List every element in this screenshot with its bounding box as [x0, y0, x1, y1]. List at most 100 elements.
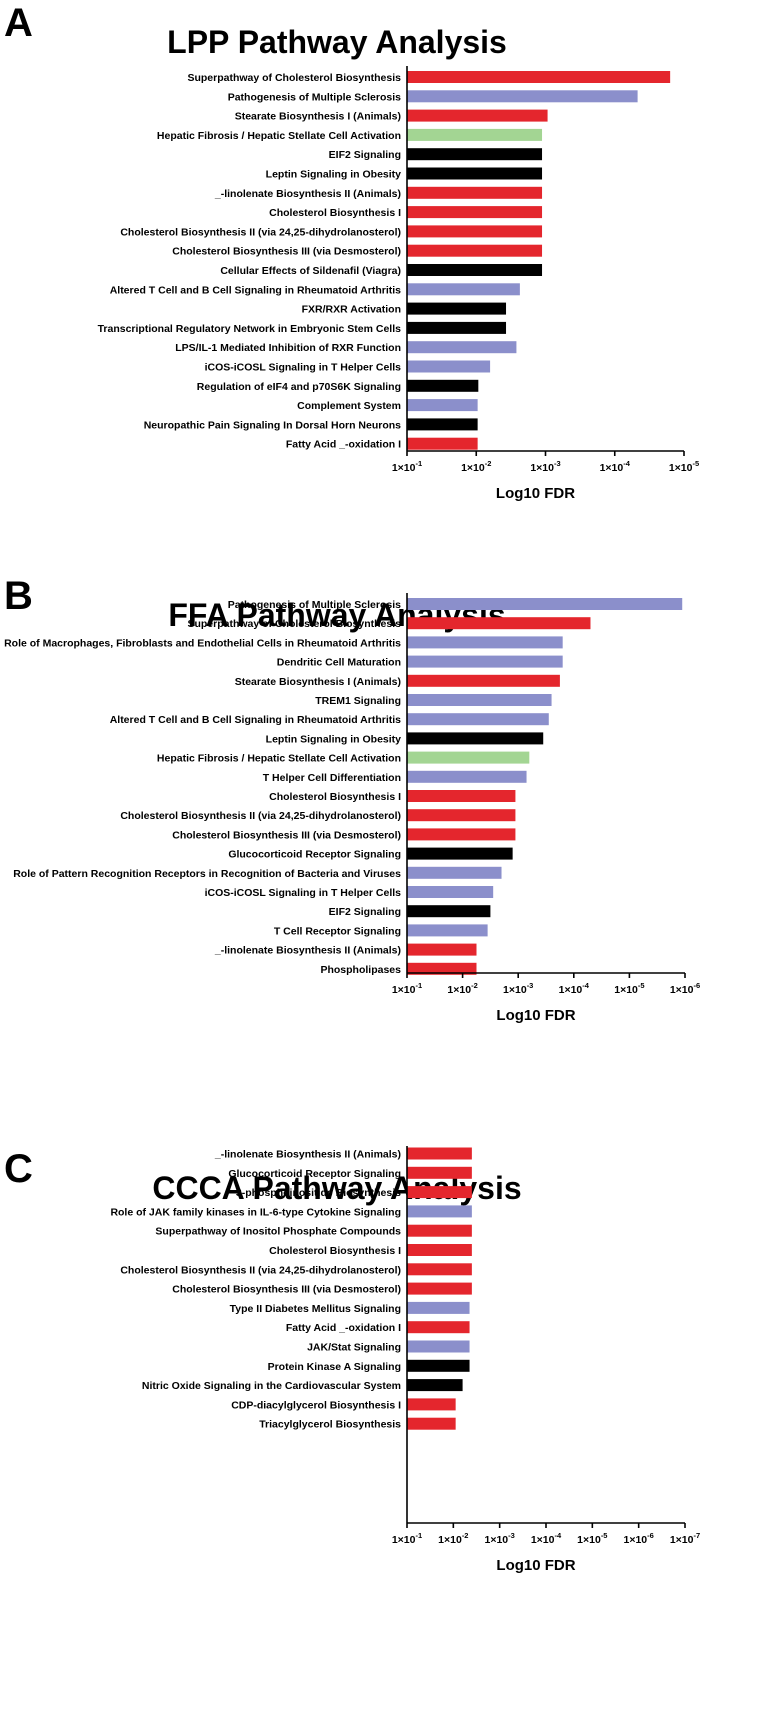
category-label: T Helper Cell Differentiation — [263, 772, 401, 784]
bar — [407, 90, 638, 103]
bar — [407, 148, 543, 161]
panel-letter: B — [4, 574, 33, 618]
panel-a: A LPP Pathway Analysis Superpathway of C… — [0, 0, 757, 573]
category-label: Glucocorticoid Receptor Signaling — [228, 849, 401, 861]
category-label: Neuropathic Pain Signaling In Dorsal Hor… — [144, 419, 401, 431]
x-tick-label: 1×10-2 — [438, 1531, 468, 1546]
bar — [407, 732, 544, 745]
category-label: Phospholipases — [320, 964, 401, 976]
bar — [407, 694, 552, 706]
bar — [407, 713, 549, 726]
category-label: Role of JAK family kinases in IL-6-type … — [110, 1206, 401, 1218]
bar — [407, 598, 683, 610]
bar — [407, 1321, 470, 1334]
x-tick-label: 1×10-6 — [670, 981, 700, 996]
x-tick-label: 1×10-5 — [577, 1531, 607, 1546]
x-tick-label: 1×10-5 — [669, 459, 699, 474]
category-label: Cholesterol Biosynthesis II (via 24,25-d… — [120, 1264, 401, 1276]
bar — [407, 1205, 472, 1218]
bar — [407, 302, 507, 315]
category-label: Cholesterol Biosynthesis II (via 24,25-d… — [120, 810, 401, 822]
category-label: Cholesterol Biosynthesis III (via Desmos… — [172, 829, 401, 841]
bar — [407, 225, 543, 238]
bar — [407, 1244, 472, 1256]
category-label: Cholesterol Biosynthesis III (via Desmos… — [172, 1284, 401, 1296]
bar — [407, 962, 477, 975]
bar — [407, 1147, 472, 1160]
x-tick-label: 1×10-5 — [614, 981, 644, 996]
bar — [407, 943, 477, 956]
bar — [407, 109, 548, 122]
bar — [407, 264, 543, 276]
category-label: Pathogenesis of Multiple Sclerosis — [228, 599, 401, 611]
x-tick-label: 1×10-3 — [485, 1531, 515, 1546]
bar — [407, 617, 591, 630]
category-label: Stearate Biosynthesis I (Animals) — [235, 676, 401, 688]
category-label: Superpathway of Cholesterol Biosynthesis — [187, 618, 401, 630]
category-label: LPS/IL-1 Mediated Inhibition of RXR Func… — [175, 342, 401, 354]
bar — [407, 674, 560, 687]
x-tick-label: 1×10-4 — [600, 459, 631, 474]
bar — [407, 1263, 472, 1276]
category-label: Altered T Cell and B Cell Signaling in R… — [110, 284, 401, 296]
bar — [407, 1224, 472, 1237]
bar — [407, 1282, 472, 1295]
category-label: Regulation of eIF4 and p70S6K Signaling — [197, 381, 401, 393]
x-tick-label: 1×10-6 — [624, 1531, 654, 1546]
bar — [407, 71, 671, 83]
category-label: _-linolenate Biosynthesis II (Animals) — [214, 945, 401, 957]
x-tick-label: 1×10-4 — [531, 1531, 562, 1546]
category-label: Leptin Signaling in Obesity — [266, 733, 402, 745]
category-label: Cholesterol Biosynthesis I — [269, 791, 401, 803]
bar — [407, 847, 513, 860]
category-label: Hepatic Fibrosis / Hepatic Stellate Cell… — [157, 130, 401, 142]
category-label: iCOS-iCOSL Signaling in T Helper Cells — [205, 887, 402, 899]
category-label: Protein Kinase A Signaling — [268, 1361, 401, 1373]
bar — [407, 283, 520, 296]
bar — [407, 636, 563, 649]
bar — [407, 128, 543, 141]
category-label: Superpathway of Cholesterol Biosynthesis — [187, 72, 401, 84]
category-label: Transcriptional Regulatory Network in Em… — [98, 323, 402, 335]
bar — [407, 1359, 470, 1372]
category-label: Complement System — [297, 400, 401, 412]
category-label: Type II Diabetes Mellitus Signaling — [230, 1303, 401, 1315]
bar — [407, 244, 543, 257]
category-label: T Cell Receptor Signaling — [274, 925, 401, 937]
category-label: Cholesterol Biosynthesis II (via 24,25-d… — [120, 226, 401, 238]
category-label: Cholesterol Biosynthesis I — [269, 207, 401, 219]
bar — [407, 1417, 456, 1430]
bar — [407, 905, 491, 918]
bar — [407, 341, 517, 354]
category-label: Pathogenesis of Multiple Sclerosis — [228, 91, 401, 103]
bars — [407, 1147, 472, 1430]
category-label: Fatty Acid _-oxidation I — [286, 1322, 401, 1334]
category-label: FXR/RXR Activation — [302, 304, 401, 316]
category-label: Nitric Oxide Signaling in the Cardiovasc… — [142, 1380, 401, 1392]
bar — [407, 924, 488, 937]
bars — [407, 598, 683, 975]
category-label: JAK/Stat Signaling — [307, 1342, 401, 1354]
lpp-chart: A LPP Pathway Analysis Superpathway of C… — [4, 1, 699, 502]
category-label: Leptin Signaling in Obesity — [266, 169, 402, 181]
category-label: EIF2 Signaling — [329, 149, 401, 161]
bar — [407, 886, 494, 898]
x-axis-label: Log10 FDR — [496, 485, 575, 502]
category-label: Glucocorticoid Receptor Signaling — [228, 1168, 401, 1180]
x-ticks: 1×10-1 1×10-2 1×10-3 1×10-4 1×10-5 1×10-6 — [392, 973, 700, 996]
category-label: TREM1 Signaling — [315, 695, 401, 707]
category-label: Superpathway of Inositol Phosphate Compo… — [155, 1226, 401, 1238]
category-label: Role of Macrophages, Fibroblasts and End… — [4, 637, 401, 649]
bar — [407, 186, 543, 199]
category-labels: Pathogenesis of Multiple Sclerosis Superp… — [4, 599, 401, 976]
category-label: Altered T Cell and B Cell Signaling in R… — [110, 714, 401, 726]
category-label: Stearate Biosynthesis I (Animals) — [235, 111, 401, 123]
category-label: Triacylglycerol Biosynthesis — [259, 1419, 401, 1431]
category-labels: Superpathway of Cholesterol Biosynthesis… — [98, 72, 402, 451]
ffa-chart: B FFA Pathway Analysis Pathogenesis of M… — [4, 574, 700, 1024]
category-label: Hepatic Fibrosis / Hepatic Stellate Cell… — [157, 753, 401, 765]
bar — [407, 1379, 463, 1392]
x-tick-label: 1×10-1 — [392, 459, 422, 474]
x-ticks: 1×10-1 1×10-2 1×10-3 1×10-4 1×10-5 — [392, 451, 699, 474]
category-label: Role of Pattern Recognition Receptors in… — [13, 868, 401, 880]
